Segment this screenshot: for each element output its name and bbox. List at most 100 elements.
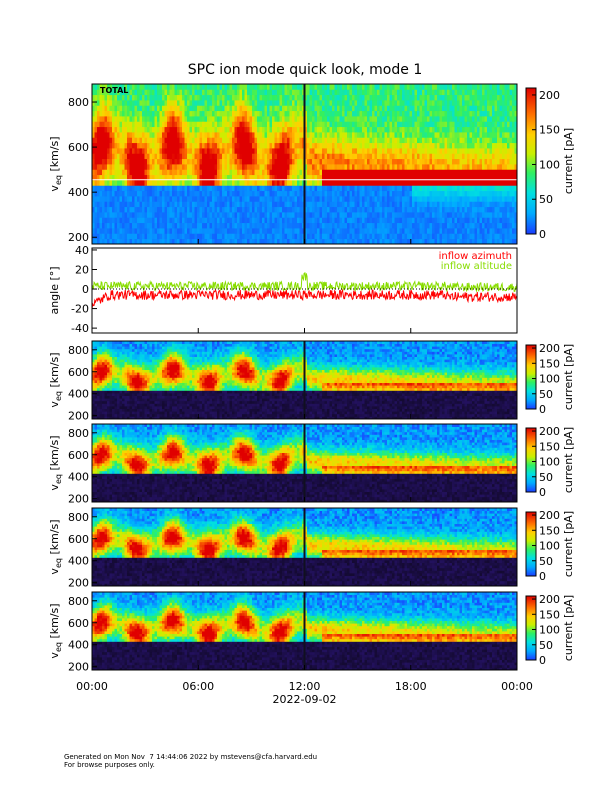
- colorbar-label: current [pA]: [562, 595, 575, 661]
- y-tick-label: 400: [68, 639, 89, 652]
- y-axis-label-sub: eq: [54, 474, 63, 484]
- colorbar-tick-label: 50: [539, 471, 553, 484]
- colorbar-tick-label: 0: [539, 654, 546, 667]
- colorbar-tick-label: 100: [539, 456, 560, 469]
- y-axis-label: veq [km/s]: [48, 519, 63, 574]
- colorbar-tick-label: 100: [539, 373, 560, 386]
- y-tick-label: 200: [68, 493, 89, 506]
- panel-label: TOTAL: [100, 86, 128, 95]
- y-tick-label: 600: [68, 617, 89, 630]
- y-tick-label: 400: [68, 388, 89, 401]
- colorbar-tick-label: 100: [539, 158, 560, 171]
- y-axis-label-sub: eq: [54, 558, 63, 568]
- y-axis-label-unit: [km/s]: [48, 136, 61, 175]
- y-tick-label: 200: [68, 577, 89, 590]
- colorbar-tick-label: 200: [539, 89, 560, 102]
- colorbar-tick-label: 50: [539, 639, 553, 652]
- y-tick-label: 800: [68, 427, 89, 440]
- y-tick-label: 400: [68, 555, 89, 568]
- legend-entry-inflow-altitude: inflow altitude: [441, 261, 512, 272]
- y-axis-label: angle [°]: [48, 266, 61, 314]
- x-tick-label: 00:00: [501, 680, 533, 693]
- colorbar: [526, 596, 536, 660]
- x-tick-label: 12:00: [289, 680, 321, 693]
- x-axis-date-label: 2022-09-02: [273, 693, 337, 706]
- y-tick-label: 600: [68, 141, 89, 154]
- footer-line-1: Generated on Mon Nov 7 14:44:06 2022 by …: [64, 753, 317, 761]
- colorbar-tick-label: 0: [539, 486, 546, 499]
- colorbar-label: current [pA]: [562, 511, 575, 577]
- data-gap-line: [304, 341, 306, 419]
- y-tick-label: 600: [68, 366, 89, 379]
- colorbar-tick-label: 0: [539, 228, 546, 241]
- colorbar-tick-label: 50: [539, 555, 553, 568]
- y-axis-label: veq [km/s]: [48, 435, 63, 490]
- y-tick-label: 400: [68, 471, 89, 484]
- colorbar: [526, 88, 536, 234]
- y-axis-label: veq [km/s]: [48, 136, 63, 191]
- y-tick-label: -40: [71, 322, 89, 335]
- colorbar-tick-label: 150: [539, 608, 560, 621]
- chart-title: SPC ion mode quick look, mode 1: [188, 62, 422, 78]
- colorbar-tick-label: 150: [539, 440, 560, 453]
- y-tick-label: 600: [68, 449, 89, 462]
- heatmap-panel-1: TOTAL 200 400 600 800 veq [km/s] 0 50 100 150 200 c…: [48, 84, 575, 244]
- colorbar-label: current [pA]: [562, 427, 575, 493]
- colorbar: [526, 345, 536, 409]
- footer: Generated on Mon Nov 7 14:44:06 2022 by …: [64, 753, 317, 769]
- y-tick-label: 800: [68, 595, 89, 608]
- colorbar-tick-label: 100: [539, 540, 560, 553]
- y-axis-label-unit: [km/s]: [48, 603, 61, 642]
- colorbar-label: current [pA]: [562, 344, 575, 410]
- y-axis-label: veq [km/s]: [48, 352, 63, 407]
- y-axis-label-sub: eq: [54, 391, 63, 401]
- colorbar-tick-label: 200: [539, 593, 560, 606]
- colorbar-label: current [pA]: [562, 128, 575, 194]
- y-axis-label-unit: [km/s]: [48, 519, 61, 558]
- x-tick-label: 00:00: [76, 680, 108, 693]
- colorbar-tick-label: 150: [539, 124, 560, 137]
- colorbar-tick-label: 0: [539, 403, 546, 416]
- y-axis-label-sub: eq: [54, 175, 63, 185]
- colorbar-tick-label: 0: [539, 570, 546, 583]
- y-tick-label: 800: [68, 96, 89, 109]
- y-tick-label: 200: [68, 661, 89, 674]
- y-tick-label: -20: [71, 303, 89, 316]
- data-gap-line: [304, 592, 306, 670]
- y-tick-label: 600: [68, 533, 89, 546]
- footer-line-2: For browse purposes only.: [64, 761, 155, 769]
- y-tick-label: 40: [75, 244, 89, 257]
- y-tick-label: 0: [82, 283, 89, 296]
- colorbar: [526, 428, 536, 492]
- colorbar-tick-label: 50: [539, 388, 553, 401]
- y-tick-label: 400: [68, 186, 89, 199]
- colorbar-tick-label: 200: [539, 509, 560, 522]
- y-tick-label: 200: [68, 410, 89, 423]
- y-tick-label: 800: [68, 511, 89, 524]
- y-axis-label-unit: [km/s]: [48, 352, 61, 391]
- y-tick-label: 200: [68, 231, 89, 244]
- data-gap-line: [304, 508, 306, 586]
- y-axis-label: veq [km/s]: [48, 603, 63, 658]
- colorbar-tick-label: 100: [539, 624, 560, 637]
- x-tick-label: 18:00: [395, 680, 427, 693]
- data-gap-line: [304, 424, 306, 502]
- colorbar-tick-label: 150: [539, 357, 560, 370]
- y-axis-label-unit: [km/s]: [48, 435, 61, 474]
- colorbar-tick-label: 150: [539, 524, 560, 537]
- y-tick-label: 800: [68, 344, 89, 357]
- y-axis-label-sub: eq: [54, 642, 63, 652]
- colorbar-tick-label: 200: [539, 425, 560, 438]
- data-gap-line: [304, 84, 306, 244]
- colorbar: [526, 512, 536, 576]
- y-tick-label: 20: [75, 263, 89, 276]
- colorbar-tick-label: 50: [539, 193, 553, 206]
- x-tick-label: 06:00: [182, 680, 214, 693]
